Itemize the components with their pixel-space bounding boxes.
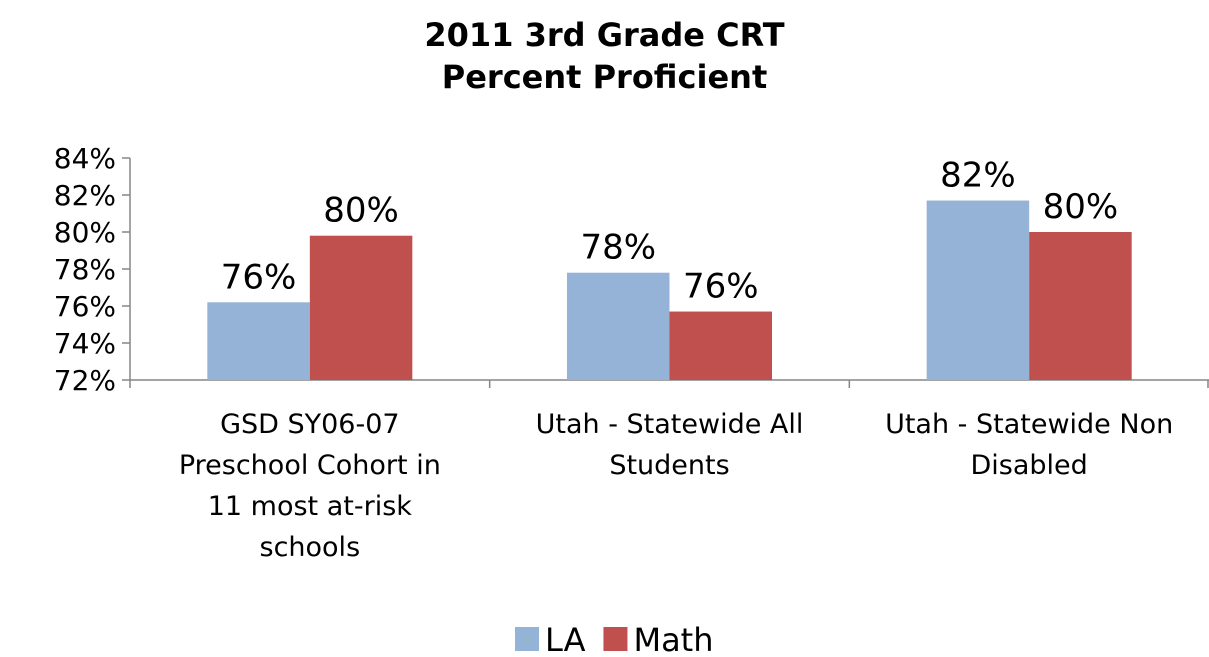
y-tick-label: 72% bbox=[54, 364, 116, 397]
y-tick-label: 76% bbox=[54, 290, 116, 323]
bar bbox=[207, 302, 310, 380]
bar bbox=[566, 272, 670, 380]
x-tick-label: Utah - Statewide All Students bbox=[535, 409, 804, 481]
bar bbox=[926, 200, 1030, 380]
y-tick-label: 80% bbox=[54, 216, 116, 249]
x-tick-label: Utah - Statewide Non Disabled bbox=[885, 409, 1174, 481]
legend-label: Math bbox=[633, 621, 713, 657]
y-tick-label: 78% bbox=[54, 253, 116, 286]
legend-swatch bbox=[515, 627, 539, 651]
data-label: 78% bbox=[580, 228, 656, 268]
data-label: 82% bbox=[940, 156, 1016, 196]
data-label: 76% bbox=[221, 257, 297, 297]
data-label: 76% bbox=[683, 267, 759, 307]
y-tick-label: 74% bbox=[54, 327, 116, 360]
x-tick-label: GSD SY06-07 Preschool Cohort in 11 most … bbox=[178, 409, 441, 563]
chart-title: 2011 3rd Grade CRT Percent Proficient bbox=[424, 16, 785, 96]
bar bbox=[1029, 232, 1132, 380]
y-tick-label: 84% bbox=[54, 142, 116, 175]
bar bbox=[669, 311, 773, 380]
data-label: 80% bbox=[1043, 187, 1119, 227]
legend-swatch bbox=[603, 627, 628, 651]
bar bbox=[309, 235, 413, 380]
y-tick-label: 82% bbox=[54, 179, 116, 212]
legend-label: LA bbox=[545, 621, 586, 657]
data-label: 80% bbox=[323, 191, 399, 231]
